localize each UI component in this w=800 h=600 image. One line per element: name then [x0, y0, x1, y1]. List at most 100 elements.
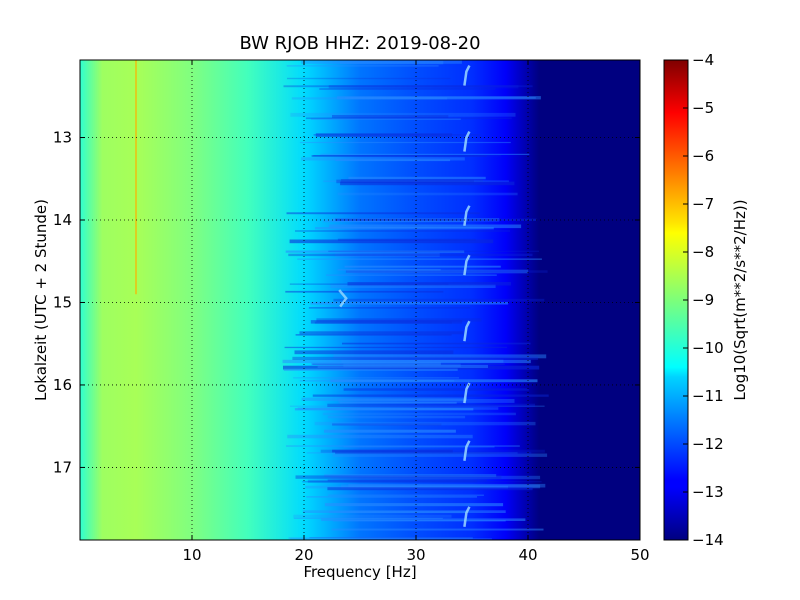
time-stripe [327, 415, 466, 419]
time-stripe [282, 359, 531, 364]
colorbar-tick-label: −13 [692, 483, 724, 501]
time-stripe [286, 212, 480, 215]
time-stripe [286, 445, 520, 447]
chart-title: BW RJOB HHZ: 2019-08-20 [239, 33, 480, 54]
tonal-feature [463, 320, 471, 342]
time-stripe [339, 401, 457, 404]
time-stripe [313, 134, 481, 136]
time-stripe [299, 331, 464, 335]
time-stripe [315, 133, 453, 137]
time-stripe [345, 270, 548, 273]
time-stripes [282, 60, 549, 540]
time-stripe [332, 453, 548, 457]
colorbar-tick-label: −9 [692, 291, 714, 309]
time-stripe [332, 423, 442, 426]
time-stripe [288, 253, 533, 257]
y-axis-label: Lokalzeit (UTC + 2 Stunde) [32, 199, 50, 401]
colorbar-tick-label: −12 [692, 435, 724, 453]
time-stripe [290, 112, 516, 117]
time-stripe [305, 117, 512, 120]
x-axis: 10 20 30 40 50 [182, 60, 650, 564]
time-stripe [311, 118, 461, 120]
time-stripe [297, 407, 499, 410]
time-stripe [330, 475, 541, 480]
time-stripe [323, 180, 509, 183]
time-stripe [343, 363, 461, 368]
time-stripe [337, 192, 518, 196]
colorbar-tick-label: −4 [692, 51, 714, 69]
time-stripe [284, 346, 507, 349]
time-stripe [343, 446, 495, 448]
x-tick-label: 30 [406, 546, 425, 564]
time-stripe [295, 334, 452, 336]
time-stripe [307, 479, 478, 483]
time-stripe [335, 218, 537, 221]
colorbar-tick-label: −7 [692, 195, 714, 213]
time-stripe [286, 65, 439, 67]
time-stripe [332, 115, 449, 118]
tonal-feature [463, 254, 471, 276]
tonal-feature [338, 289, 348, 308]
tonal-feature [463, 64, 471, 86]
time-stripe [328, 494, 484, 496]
time-stripe [314, 321, 452, 324]
time-stripe [348, 483, 546, 488]
time-stripe [310, 301, 509, 305]
time-stripe [287, 434, 473, 439]
time-stripe [301, 157, 465, 161]
time-stripe [290, 405, 545, 407]
time-stripe [326, 274, 497, 276]
time-stripe [324, 429, 456, 433]
time-stripe [290, 538, 492, 540]
time-stripe [330, 379, 538, 383]
time-stripe [306, 452, 518, 454]
time-stripe [335, 159, 451, 162]
plot-frame [79, 59, 641, 541]
time-stripe [317, 364, 488, 368]
colorbar-ticks: −4 −5 −6 −7 −8 −9 −10 −11 −12 −13 −14 [683, 51, 724, 549]
time-stripe [335, 451, 532, 455]
time-stripe [327, 403, 535, 407]
y-tick-label: 16 [53, 376, 72, 394]
time-stripe [306, 496, 477, 498]
time-stripe [335, 253, 440, 257]
time-stripe [305, 485, 508, 489]
signal-features [135, 60, 471, 527]
time-stripe [327, 479, 487, 482]
time-stripe [328, 85, 519, 89]
y-tick-label: 13 [53, 129, 72, 147]
colorbar-tick-label: −5 [692, 99, 714, 117]
time-stripe [288, 537, 473, 539]
plot-area [79, 59, 641, 541]
time-stripe [329, 511, 467, 514]
time-stripe [311, 155, 487, 157]
colorbar-tick-label: −10 [692, 339, 724, 357]
x-tick-label: 10 [182, 546, 201, 564]
colorbar-tick-label: −11 [692, 387, 724, 405]
time-stripe [331, 528, 544, 531]
time-stripe [347, 282, 511, 286]
time-stripe [308, 307, 471, 309]
time-stripe [328, 250, 539, 252]
time-stripe [324, 474, 497, 478]
y-axis: 13 14 15 16 17 [53, 129, 640, 476]
time-stripe [293, 377, 459, 379]
time-stripe [321, 518, 526, 521]
time-stripe [289, 283, 449, 285]
time-stripe [312, 394, 549, 397]
time-stripe [297, 258, 542, 260]
time-stripe [302, 481, 542, 483]
x-tick-label: 50 [630, 546, 649, 564]
y-tick-label: 15 [53, 293, 72, 311]
time-stripe [333, 354, 547, 359]
time-stripe [299, 379, 455, 382]
time-stripe [338, 399, 515, 403]
time-stripe [283, 85, 533, 88]
time-stripe [311, 362, 441, 366]
time-stripe [287, 77, 451, 80]
time-stripe [301, 60, 462, 64]
time-stripe [346, 269, 529, 274]
time-stripe [337, 269, 441, 271]
time-stripe [294, 408, 474, 411]
